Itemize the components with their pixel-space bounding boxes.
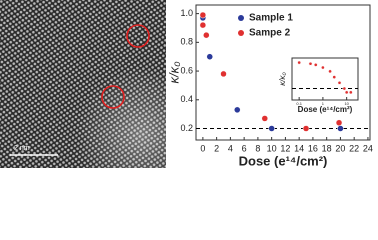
- x-tick-label: 16: [308, 143, 318, 153]
- x-tick-label: 0.1: [296, 101, 302, 106]
- y-tick-label: 0.6: [180, 65, 193, 75]
- x-tick-label: 20: [335, 143, 345, 153]
- y-tick-label: 0.8: [180, 37, 193, 47]
- y-axis-label: κ/κ₀: [166, 61, 181, 84]
- y-tick-label: 0.2: [180, 123, 193, 133]
- figure: 2 nm 0 2 4 6 8 10 12 14 16 18 20 22 240.20.40.60.81.…: [0, 0, 373, 168]
- y-tick-label: 0.4: [180, 94, 193, 104]
- data-point: [261, 115, 269, 122]
- data-point: [199, 11, 207, 19]
- legend-label: Sample 1: [249, 13, 293, 24]
- x-tick-label: 2: [214, 143, 219, 153]
- data-point: [302, 125, 310, 132]
- data-point: [332, 75, 337, 79]
- data-point: [344, 90, 349, 95]
- data-point: [335, 119, 343, 127]
- x-tick-label: 1: [322, 101, 325, 106]
- x-tick-label: 0: [200, 143, 205, 153]
- data-point: [337, 125, 344, 132]
- data-point: [308, 61, 313, 66]
- x-tick-label: 18: [322, 143, 332, 153]
- y-tick-label: 1.0: [180, 8, 193, 18]
- scale-bar-label: 2 nm: [14, 145, 30, 152]
- micrograph: 2 nm: [0, 0, 166, 168]
- data-point: [220, 70, 227, 78]
- x-tick-label: 6: [242, 143, 247, 153]
- plot-frame: [195, 4, 371, 141]
- data-point: [337, 80, 342, 85]
- data-point: [348, 90, 353, 95]
- x-tick-label: 24: [363, 143, 373, 153]
- x-axis-label: Dose (e¹⁴/cm²): [298, 105, 353, 114]
- data-point: [234, 106, 241, 114]
- data-point: [199, 21, 207, 29]
- legend-label: Sampe 2: [249, 28, 291, 39]
- data-point: [268, 125, 275, 132]
- x-tick-label: 10: [344, 101, 349, 106]
- data-point: [206, 53, 214, 60]
- data-point: [313, 63, 318, 67]
- x-tick-label: 14: [294, 143, 304, 153]
- legend-marker: [238, 15, 244, 21]
- x-tick-label: 22: [349, 143, 359, 153]
- legend-marker: [238, 30, 244, 36]
- data-point: [328, 69, 332, 74]
- x-tick-label: 8: [255, 143, 260, 153]
- x-tick-label: 12: [280, 143, 290, 153]
- data-point: [321, 65, 325, 70]
- y-axis-label: κ/κ₀: [278, 72, 287, 86]
- data-point: [203, 31, 210, 39]
- x-tick-label: 10: [267, 143, 277, 153]
- plot-frame: [291, 57, 359, 101]
- x-tick-label: 4: [228, 143, 233, 153]
- data-point: [342, 86, 347, 91]
- x-axis-label: Dose (e¹⁴/cm²): [239, 153, 328, 168]
- data-point: [297, 60, 302, 65]
